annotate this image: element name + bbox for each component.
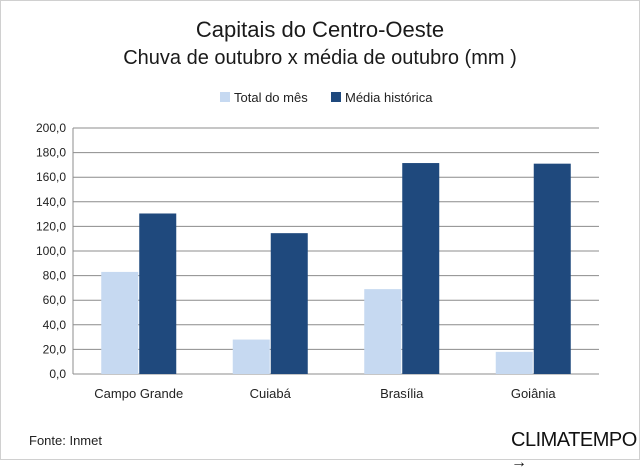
legend-swatch	[220, 92, 230, 102]
y-tick-label: 80,0	[43, 269, 67, 283]
y-tick-label: 160,0	[36, 170, 66, 184]
y-tick-label: 20,0	[43, 342, 67, 356]
bar-media-0	[139, 213, 177, 374]
bar-media-1	[270, 233, 308, 374]
chart-subtitle: Chuva de outubro x média de outubro (mm …	[123, 47, 517, 69]
x-tick-label: Campo Grande	[94, 386, 183, 401]
bar-total-1	[232, 339, 270, 374]
x-tick-label: Goiânia	[511, 386, 557, 401]
y-tick-label: 140,0	[36, 195, 66, 209]
bar-total-0	[101, 271, 139, 374]
legend-label: Total do mês	[234, 90, 308, 105]
bar-media-2	[402, 163, 440, 374]
legend-swatch	[331, 92, 341, 102]
y-tick-label: 180,0	[36, 146, 66, 160]
y-axis: 0,0 20,0 40,0 60,0 80,0 100,0 120,0 140,0 160,0 1…	[36, 121, 74, 381]
arrow-right-icon: →	[511, 454, 527, 471]
bars	[101, 163, 571, 374]
bar-chart: Total do mês Média histórica 0,0 20,0 40,0 6…	[36, 90, 599, 401]
bar-media-3	[533, 163, 571, 374]
bar-total-3	[495, 351, 533, 374]
y-tick-label: 0,0	[49, 367, 66, 381]
y-tick-label: 40,0	[43, 318, 67, 332]
legend: Total do mês Média histórica	[220, 90, 433, 105]
y-tick-label: 100,0	[36, 244, 66, 258]
chart-title: Capitais do Centro-Oeste	[195, 17, 445, 42]
x-tick-label: Cuiabá	[250, 386, 292, 401]
y-tick-label: 200,0	[36, 121, 66, 135]
climatempo-logo: CLIMATEMPO →	[511, 429, 639, 475]
y-tick-label: 120,0	[36, 219, 66, 233]
x-tick-label: Brasília	[380, 386, 424, 401]
legend-label: Média histórica	[345, 90, 433, 105]
bar-total-2	[364, 289, 402, 374]
brand-name: CLIMATEMPO	[511, 429, 637, 451]
y-tick-label: 60,0	[43, 293, 67, 307]
source-note: Fonte: Inmet	[29, 433, 102, 448]
x-axis: Campo Grande Cuiabá Brasília Goiânia	[94, 386, 556, 401]
